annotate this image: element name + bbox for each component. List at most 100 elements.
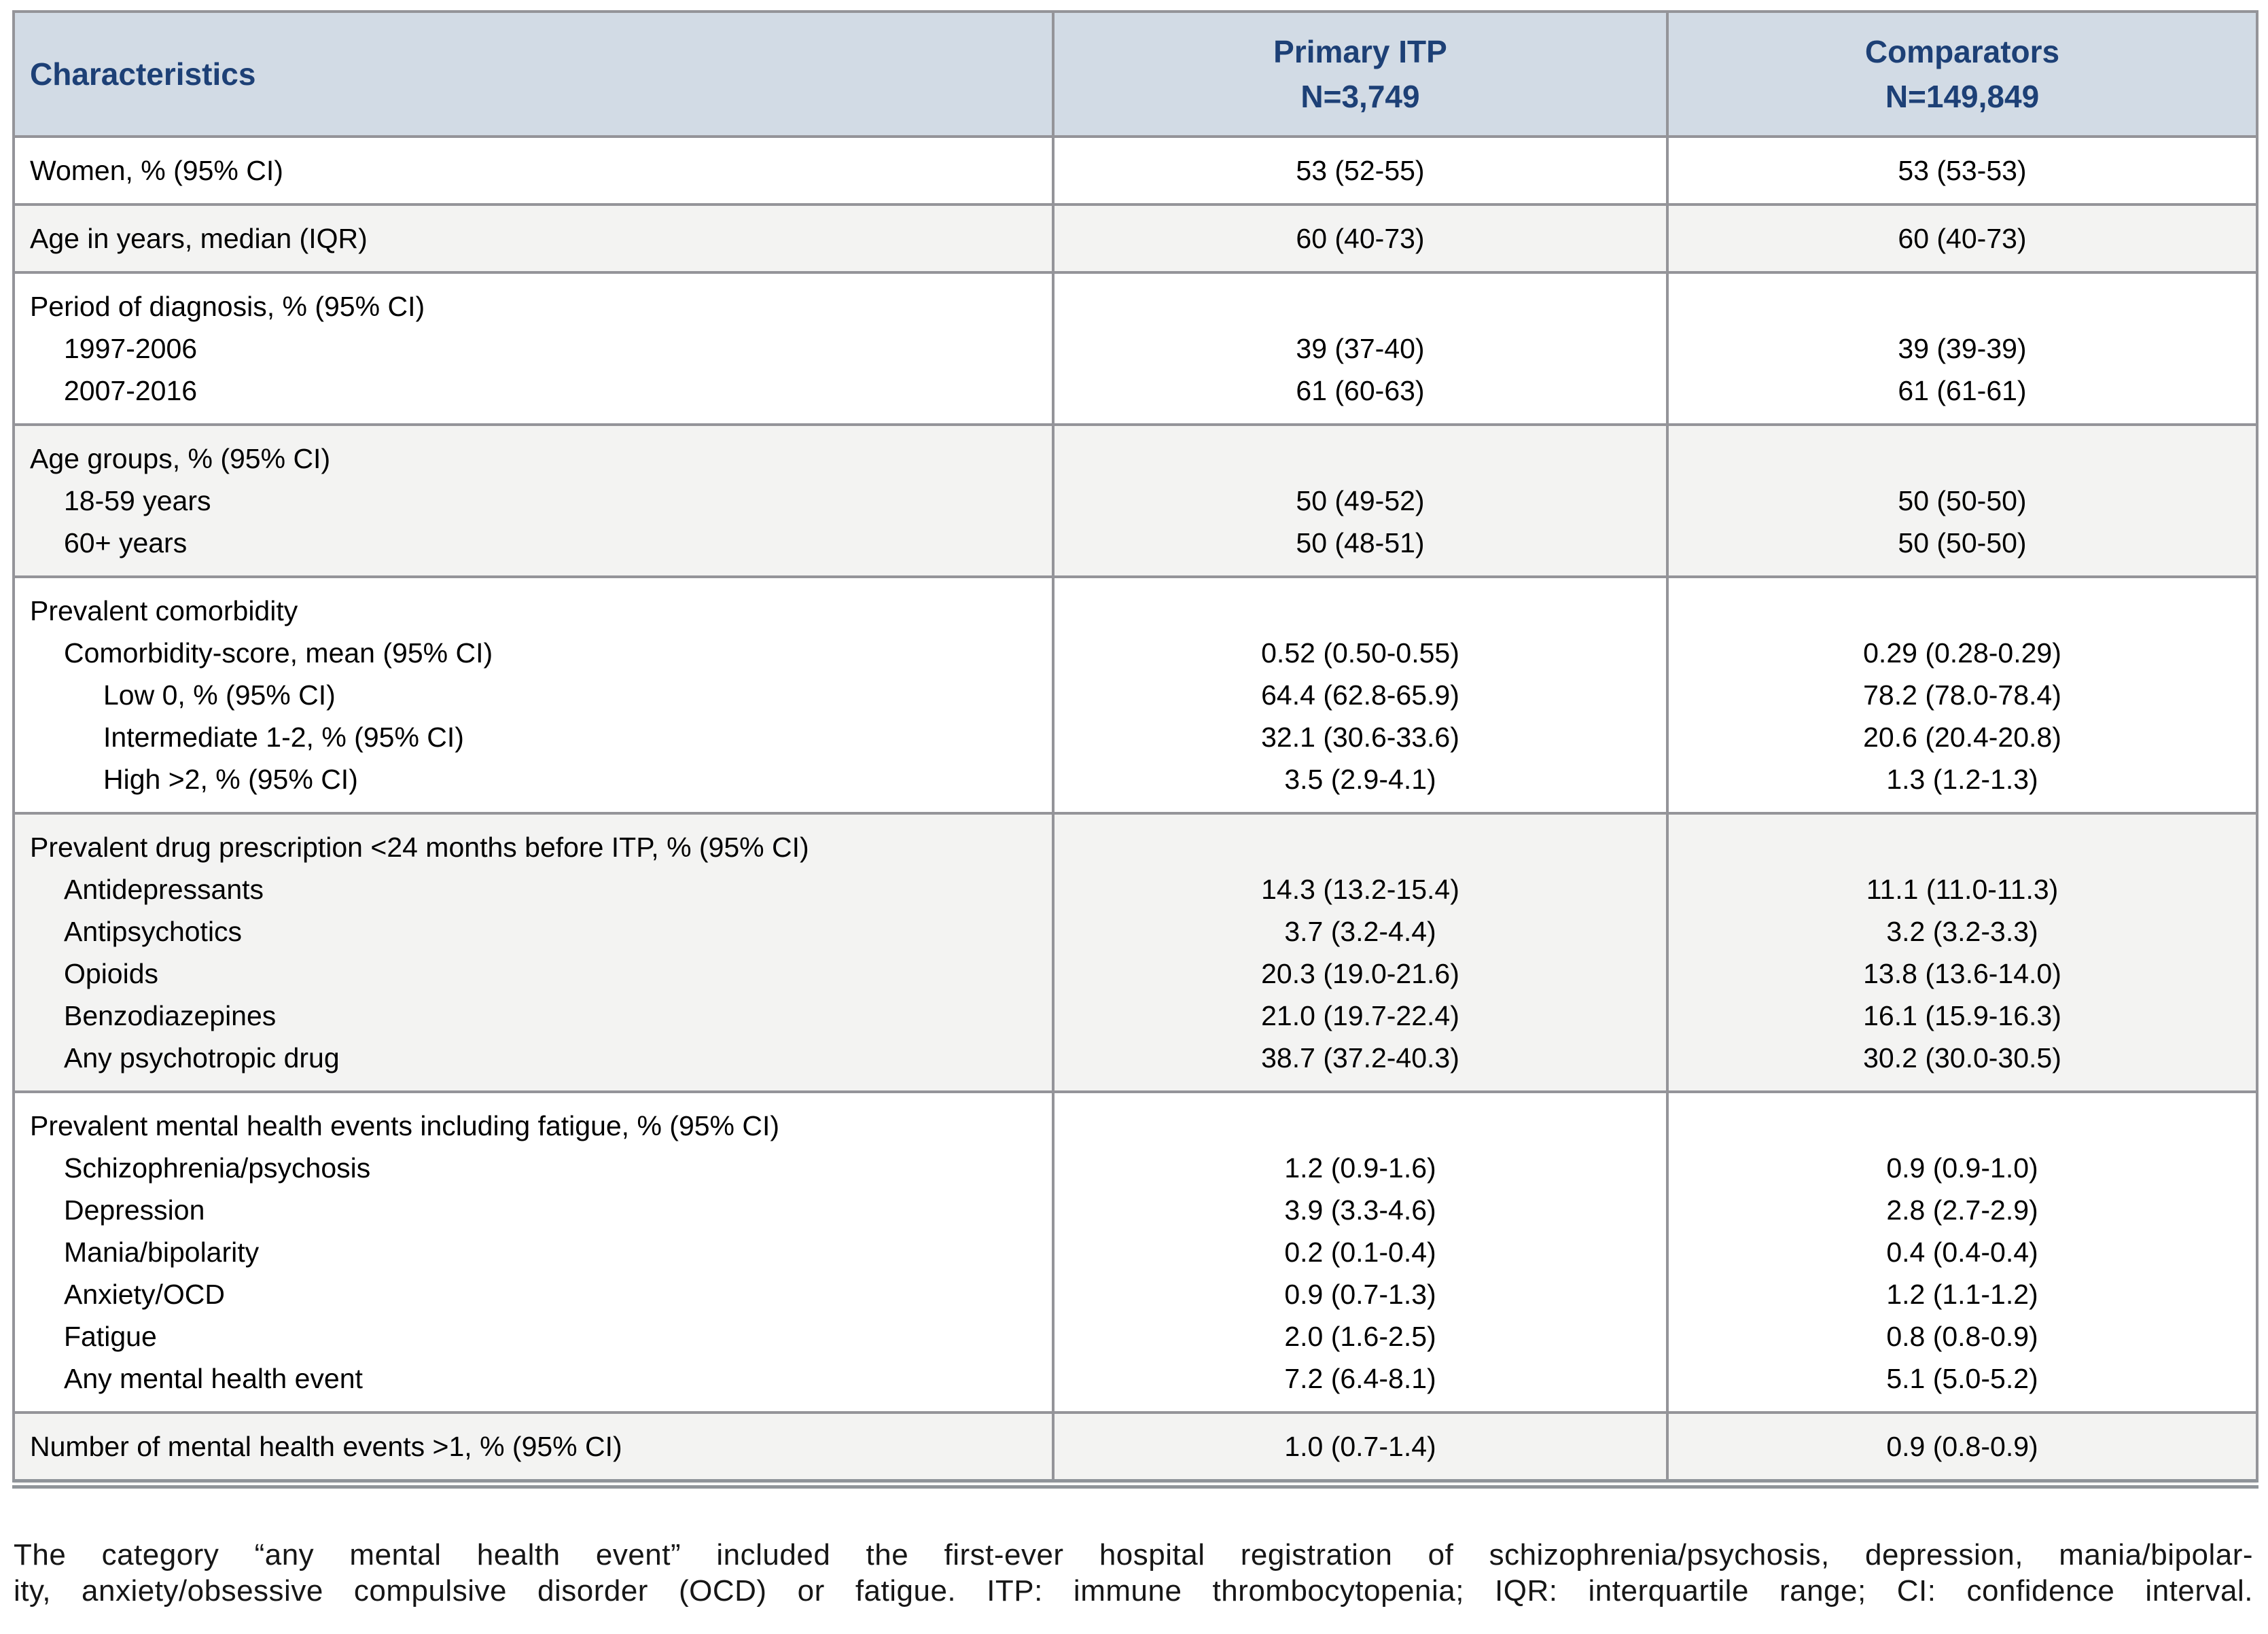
row-label: Low 0, % (95% CI) <box>103 679 336 711</box>
cell-value: 7.2 (6.4-8.1) <box>1284 1363 1436 1394</box>
cell-value: 1.2 (0.9-1.6) <box>1284 1152 1436 1184</box>
table-row-mental-health-events: Prevalent mental health events including… <box>12 1090 2258 1414</box>
spacer-line <box>1055 438 1666 480</box>
cell-value: 39 (39-39) <box>1898 333 2027 364</box>
row-label: Opioids <box>64 958 159 989</box>
row-label: Depression <box>64 1194 205 1226</box>
row-label: Any mental health event <box>64 1363 363 1394</box>
row-label: High >2, % (95% CI) <box>103 764 358 795</box>
spacer-line <box>1055 1105 1666 1147</box>
spacer-line <box>1669 438 2256 480</box>
cell-value: 60 (40-73) <box>1898 223 2027 254</box>
cell-value: 50 (49-52) <box>1296 485 1425 516</box>
cell-value: 50 (50-50) <box>1898 527 2027 558</box>
cell-value: 53 (52-55) <box>1296 155 1425 186</box>
row-label: Schizophrenia/psychosis <box>64 1152 371 1184</box>
section-title: Prevalent mental health events including… <box>30 1110 780 1141</box>
row-label: Any psychotropic drug <box>64 1042 340 1073</box>
column-header-comparators: Comparators N=149,849 <box>1666 10 2258 138</box>
table-row-women: Women, % (95% CI) 53 (52-55) 53 (53-53) <box>12 135 2258 206</box>
cell-value: 0.8 (0.8-0.9) <box>1886 1321 2038 1352</box>
cell-value: 61 (60-63) <box>1296 375 1425 406</box>
spacer-line <box>1669 285 2256 327</box>
characteristics-table: Characteristics Primary ITP N=3,749 Comp… <box>12 10 2258 1489</box>
cell-value: 1.2 (1.1-1.2) <box>1886 1279 2038 1310</box>
row-label: 1997-2006 <box>64 333 198 364</box>
cell-value: 0.4 (0.4-0.4) <box>1886 1237 2038 1268</box>
cell-value: 38.7 (37.2-40.3) <box>1261 1042 1459 1073</box>
paper-table-figure: Characteristics Primary ITP N=3,749 Comp… <box>12 10 2258 1489</box>
cell-value: 3.2 (3.2-3.3) <box>1886 916 2038 947</box>
table-row-prevalent-comorbidity: Prevalent comorbidity Comorbidity-score,… <box>12 575 2258 815</box>
row-label: Women, % (95% CI) <box>30 155 283 186</box>
cell-value: 78.2 (78.0-78.4) <box>1863 679 2061 711</box>
spacer-line <box>1055 285 1666 327</box>
row-label: 60+ years <box>64 527 188 558</box>
row-label: Mania/bipolarity <box>64 1237 260 1268</box>
section-title: Prevalent comorbidity <box>30 595 298 626</box>
section-title: Age groups, % (95% CI) <box>30 443 331 474</box>
cell-value: 39 (37-40) <box>1296 333 1425 364</box>
cell-value: 0.9 (0.7-1.3) <box>1284 1279 1436 1310</box>
spacer-line <box>1669 590 2256 632</box>
cell-value: 64.4 (62.8-65.9) <box>1261 679 1459 711</box>
cell-value: 5.1 (5.0-5.2) <box>1886 1363 2038 1394</box>
row-label: Age in years, median (IQR) <box>30 223 368 254</box>
cell-value: 11.1 (11.0-11.3) <box>1866 874 2059 905</box>
footnote-line-2: ity, anxiety/obsessive compulsive disord… <box>14 1574 2253 1608</box>
row-label: Antipsychotics <box>64 916 243 947</box>
row-label: 2007-2016 <box>64 375 198 406</box>
cell-value: 0.29 (0.28-0.29) <box>1863 637 2061 669</box>
cell-value: 2.0 (1.6-2.5) <box>1284 1321 1436 1352</box>
row-label: Benzodiazepines <box>64 1000 277 1031</box>
column-header-primary-itp: Primary ITP N=3,749 <box>1052 10 1669 138</box>
column-header-line: Comparators <box>1864 34 2060 69</box>
cell-value: 53 (53-53) <box>1898 155 2027 186</box>
table-footnote: The category “any mental health event” i… <box>14 1537 2253 1609</box>
footnote-line-1: The category “any mental health event” i… <box>14 1538 2253 1571</box>
spacer-line <box>1055 590 1666 632</box>
cell-value: 32.1 (30.6-33.6) <box>1261 722 1459 753</box>
table-row-age: Age in years, median (IQR) 60 (40-73) 60… <box>12 203 2258 274</box>
spacer-line <box>1669 1105 2256 1147</box>
cell-value: 3.7 (3.2-4.4) <box>1284 916 1436 947</box>
column-header-line: N=149,849 <box>1885 79 2040 114</box>
cell-value: 50 (50-50) <box>1898 485 2027 516</box>
section-title: Period of diagnosis, % (95% CI) <box>30 291 425 322</box>
cell-value: 1.3 (1.2-1.3) <box>1886 764 2038 795</box>
table-row-number-of-events: Number of mental health events >1, % (95… <box>12 1411 2258 1489</box>
section-title: Prevalent drug prescription <24 months b… <box>30 832 809 863</box>
cell-value: 2.8 (2.7-2.9) <box>1886 1194 2038 1226</box>
cell-value: 0.52 (0.50-0.55) <box>1261 637 1459 669</box>
row-label: Number of mental health events >1, % (95… <box>30 1431 622 1462</box>
cell-value: 30.2 (30.0-30.5) <box>1863 1042 2061 1073</box>
cell-value: 14.3 (13.2-15.4) <box>1261 874 1459 905</box>
spacer-line <box>1669 826 2256 868</box>
cell-value: 0.2 (0.1-0.4) <box>1284 1237 1436 1268</box>
column-header-characteristics: Characteristics <box>12 10 1055 138</box>
table-row-period-of-diagnosis: Period of diagnosis, % (95% CI) 1997-200… <box>12 271 2258 426</box>
cell-value: 0.9 (0.8-0.9) <box>1886 1431 2038 1462</box>
cell-value: 13.8 (13.6-14.0) <box>1863 958 2061 989</box>
header-row: Characteristics Primary ITP N=3,749 Comp… <box>12 10 2258 138</box>
spacer-line <box>1055 826 1666 868</box>
cell-value: 60 (40-73) <box>1296 223 1425 254</box>
cell-value: 16.1 (15.9-16.3) <box>1863 1000 2061 1031</box>
cell-value: 1.0 (0.7-1.4) <box>1284 1431 1436 1462</box>
row-label: Comorbidity-score, mean (95% CI) <box>64 637 493 669</box>
row-label: Fatigue <box>64 1321 157 1352</box>
column-header-line: N=3,749 <box>1300 79 1420 114</box>
table-row-drug-prescription: Prevalent drug prescription <24 months b… <box>12 812 2258 1093</box>
cell-value: 20.6 (20.4-20.8) <box>1863 722 2061 753</box>
cell-value: 21.0 (19.7-22.4) <box>1261 1000 1459 1031</box>
cell-value: 0.9 (0.9-1.0) <box>1886 1152 2038 1184</box>
row-label: Intermediate 1-2, % (95% CI) <box>103 722 464 753</box>
row-label: 18-59 years <box>64 485 211 516</box>
column-header-line: Primary ITP <box>1273 34 1447 69</box>
row-label: Anxiety/OCD <box>64 1279 225 1310</box>
cell-value: 50 (48-51) <box>1296 527 1425 558</box>
cell-value: 3.9 (3.3-4.6) <box>1284 1194 1436 1226</box>
cell-value: 20.3 (19.0-21.6) <box>1261 958 1459 989</box>
table-row-age-groups: Age groups, % (95% CI) 18-59 years 60+ y… <box>12 423 2258 578</box>
cell-value: 61 (61-61) <box>1898 375 2027 406</box>
